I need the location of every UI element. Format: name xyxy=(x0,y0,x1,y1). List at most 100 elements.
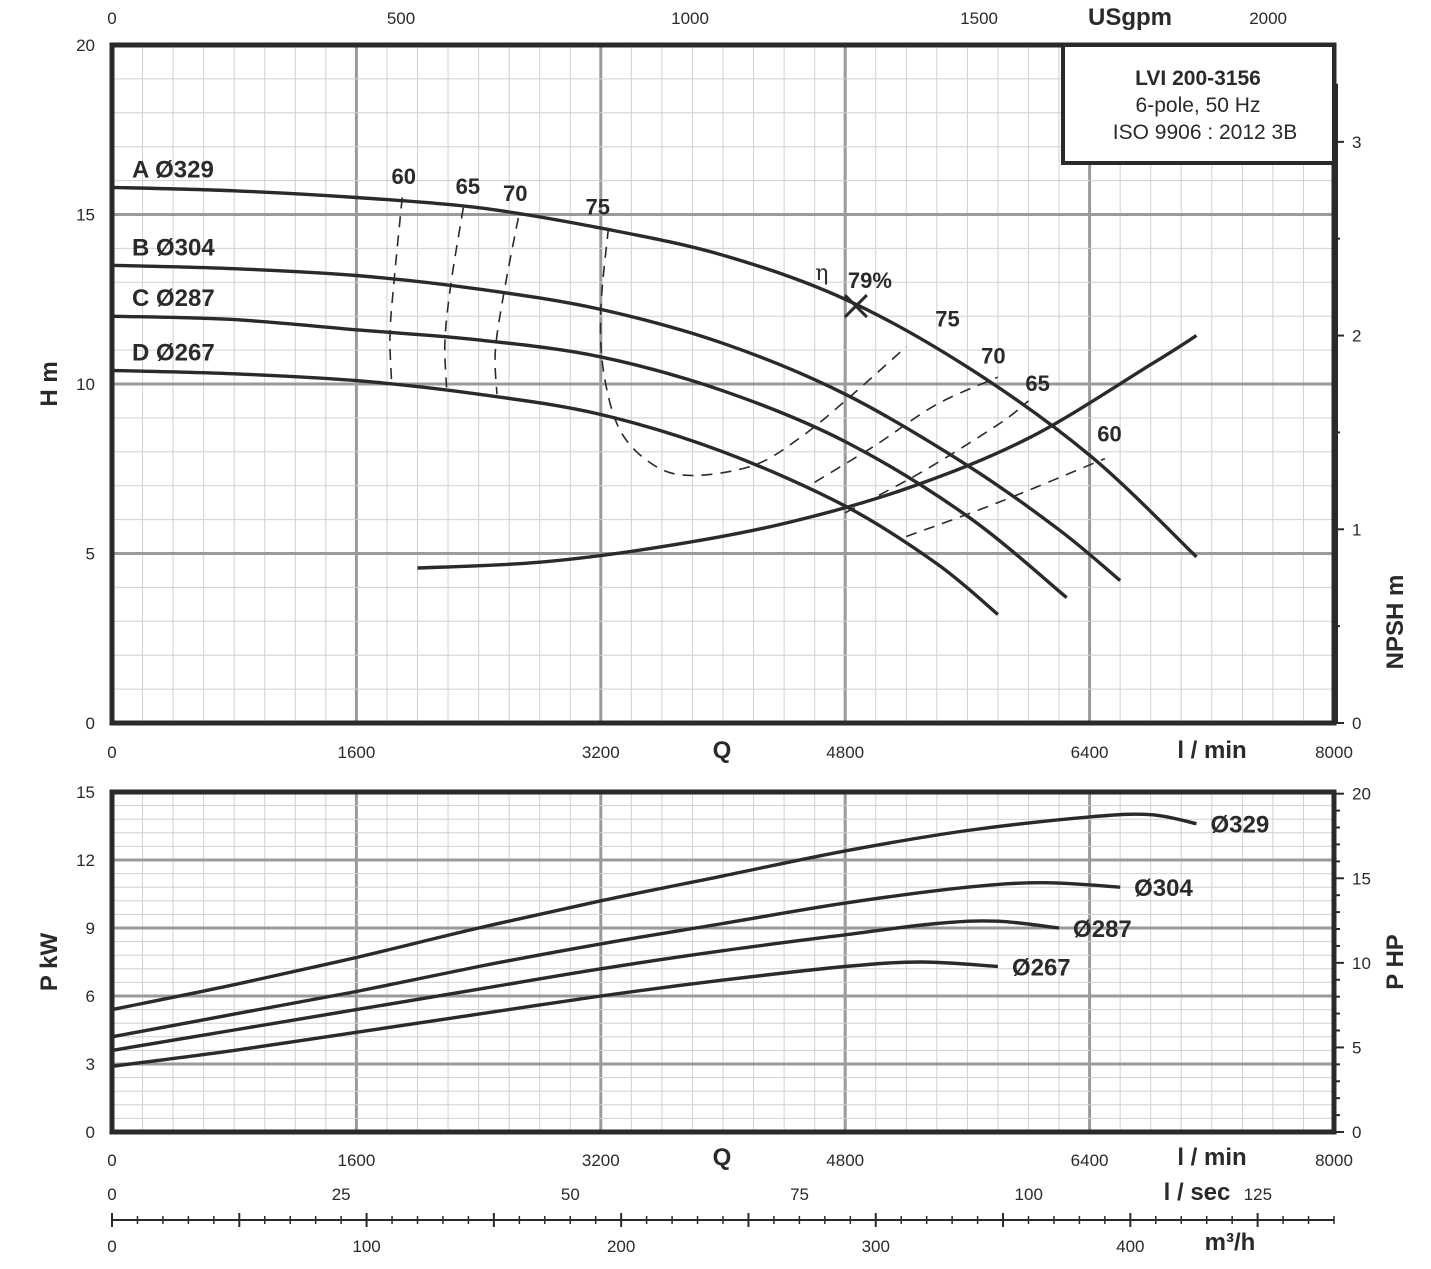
power-y-tick-label: 0 xyxy=(86,1123,95,1142)
hp-tick-label: 0 xyxy=(1352,1123,1361,1142)
lsec-tick-label: 50 xyxy=(561,1185,580,1204)
power-curve-1 xyxy=(111,880,1121,1039)
power-x-tick-label: 3200 xyxy=(582,1151,620,1170)
head-curve-0 xyxy=(111,185,1198,559)
head-y-tick-label: 15 xyxy=(76,206,95,225)
power-curve-label: Ø304 xyxy=(1134,875,1193,902)
curve-labels: A Ø329 B Ø304 C Ø287 D Ø267 60 65 70 75 75 70 65 60… xyxy=(132,156,1269,981)
eta-symbol: η xyxy=(815,261,828,286)
npsh-axis-label: NPSH m xyxy=(1382,575,1409,670)
hp-tick-label: 20 xyxy=(1352,785,1371,804)
legend-frame xyxy=(1061,43,1336,165)
performance-curves xyxy=(111,185,1198,1068)
m3h-tick-label: 300 xyxy=(862,1237,890,1256)
efficiency-label: 65 xyxy=(456,174,480,199)
best-efficiency-label: 79% xyxy=(848,268,892,293)
npsh-tick-label: 1 xyxy=(1352,520,1361,539)
npsh-tick-label: 0 xyxy=(1352,714,1361,733)
head-grid xyxy=(112,45,1334,723)
efficiency-contours xyxy=(389,197,1106,538)
power-x-axis-label: Q xyxy=(713,1144,732,1171)
efficiency-label: 65 xyxy=(1025,371,1049,396)
legend-box: LVI 200-3156 6-pole, 50 Hz ISO 9906 : 20… xyxy=(1061,43,1336,165)
efficiency-contour-75 xyxy=(599,228,907,477)
head-y-tick-label: 0 xyxy=(86,714,95,733)
lsec-tick-label: 0 xyxy=(107,1185,116,1204)
usgpm-tick-label: 2000 xyxy=(1249,9,1287,28)
usgpm-tick-label: 1500 xyxy=(960,9,998,28)
efficiency-label: 75 xyxy=(586,195,610,220)
m3h-tick-label: 0 xyxy=(107,1237,116,1256)
power-curve-2 xyxy=(111,919,1060,1053)
power-hp-axis-label: P HP xyxy=(1382,934,1409,990)
head-curve-2 xyxy=(111,314,1068,599)
head-plot-frame xyxy=(109,42,1337,726)
usgpm-tick-label: 1000 xyxy=(671,9,709,28)
power-y-axis-label: P kW xyxy=(36,933,63,992)
power-curve-3 xyxy=(111,960,998,1068)
head-curve-1 xyxy=(111,263,1122,582)
npsh-curve xyxy=(417,334,1198,570)
power-x-tick-label: 8000 xyxy=(1315,1151,1353,1170)
m3h-axis-unit: m³/h xyxy=(1205,1229,1256,1256)
head-y-tick-label: 5 xyxy=(86,545,95,564)
usgpm-tick-label: 0 xyxy=(107,9,116,28)
head-x-tick-label: 8000 xyxy=(1315,743,1353,762)
efficiency-contour-65 xyxy=(844,400,1029,514)
usgpm-tick-label: 500 xyxy=(387,9,415,28)
power-x-axis-unit: l / min xyxy=(1177,1144,1246,1171)
head-x-tick-label: 0 xyxy=(107,743,116,762)
hp-tick-label: 5 xyxy=(1352,1038,1361,1057)
power-curve-0 xyxy=(111,812,1197,1012)
power-y-tick-label: 12 xyxy=(76,851,95,870)
power-y-tick-label: 9 xyxy=(86,919,95,938)
head-curve-3 xyxy=(111,368,999,616)
power-curve-label: Ø329 xyxy=(1211,812,1270,839)
lsec-tick-label: 75 xyxy=(790,1185,809,1204)
power-grid xyxy=(112,790,1334,1132)
head-curve-label: B Ø304 xyxy=(132,234,215,261)
head-x-tick-label: 6400 xyxy=(1071,743,1109,762)
m3h-tick-label: 200 xyxy=(607,1237,635,1256)
power-x-tick-label: 0 xyxy=(107,1151,116,1170)
top-axis-unit: USgpm xyxy=(1088,4,1172,31)
head-x-axis-label: Q xyxy=(713,737,732,764)
head-curve-label: D Ø267 xyxy=(132,339,215,366)
lsec-tick-label: 125 xyxy=(1244,1185,1272,1204)
legend-pole-frequency: 6-pole, 50 Hz xyxy=(1136,94,1261,117)
hp-tick-label: 15 xyxy=(1352,869,1371,888)
head-x-tick-label: 1600 xyxy=(337,743,375,762)
lsec-axis-unit: l / sec xyxy=(1164,1179,1231,1206)
efficiency-label: 60 xyxy=(1097,422,1121,447)
head-x-axis-unit: l / min xyxy=(1177,737,1246,764)
lsec-tick-label: 100 xyxy=(1015,1185,1043,1204)
power-x-tick-label: 6400 xyxy=(1071,1151,1109,1170)
m3h-tick-label: 100 xyxy=(352,1237,380,1256)
head-y-tick-label: 10 xyxy=(76,375,95,394)
power-y-tick-label: 6 xyxy=(86,987,95,1006)
power-y-tick-label: 3 xyxy=(86,1055,95,1074)
power-y-tick-label: 15 xyxy=(76,783,95,802)
power-x-tick-label: 1600 xyxy=(337,1151,375,1170)
npsh-tick-label: 2 xyxy=(1352,327,1361,346)
lsec-tick-label: 25 xyxy=(332,1185,351,1204)
power-curve-label: Ø287 xyxy=(1073,916,1132,943)
head-x-tick-label: 3200 xyxy=(582,743,620,762)
head-x-tick-label: 4800 xyxy=(826,743,864,762)
m3h-tick-label: 400 xyxy=(1116,1237,1144,1256)
legend-standard: ISO 9906 : 2012 3B xyxy=(1113,121,1297,144)
power-curve-label: Ø267 xyxy=(1012,955,1071,982)
head-y-tick-label: 20 xyxy=(76,36,95,55)
efficiency-contour-60 xyxy=(389,197,403,381)
npsh-tick-label: 3 xyxy=(1352,133,1361,152)
efficiency-label: 75 xyxy=(935,306,959,331)
best-efficiency-marker xyxy=(843,293,868,319)
efficiency-label: 60 xyxy=(392,164,416,189)
efficiency-contour-65 xyxy=(444,207,465,388)
hp-tick-label: 10 xyxy=(1352,954,1371,973)
head-curve-label: C Ø287 xyxy=(132,285,215,312)
head-curve-label: A Ø329 xyxy=(132,156,214,183)
efficiency-contour-70 xyxy=(494,217,520,395)
power-plot-frame xyxy=(109,789,1337,1135)
